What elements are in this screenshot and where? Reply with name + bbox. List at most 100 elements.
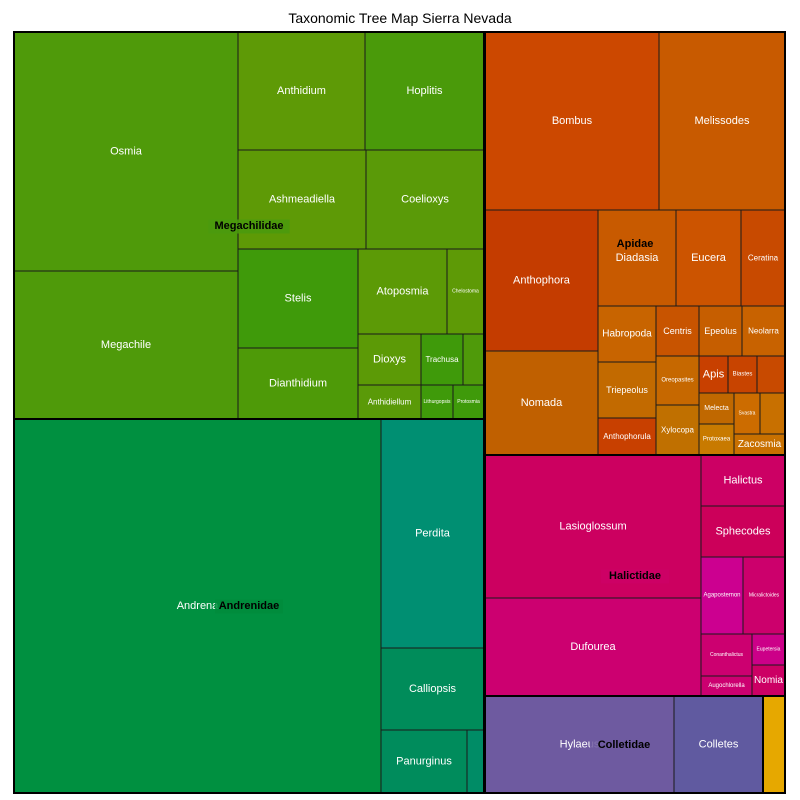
genus-tile-calliopsis: [380, 647, 485, 731]
genus-label-dioxys: Dioxys: [373, 354, 407, 366]
family-group-unnamed-5: [762, 695, 786, 794]
genus-label-svastra: Svastra: [739, 411, 756, 417]
genus-tile-habropoda: [597, 305, 657, 363]
genus-label-hoplitis: Hoplitis: [406, 85, 443, 97]
genus-tile-unlabeled-0-12: [462, 333, 485, 386]
genus-label-neolarra: Neolarra: [748, 327, 779, 336]
genus-tile-anthophora: [484, 209, 599, 352]
genus-tile-unlabeled-5-0: [762, 695, 786, 794]
genus-label-anthophora: Anthophora: [513, 275, 571, 287]
family-label-megachilidae: Megachilidae: [214, 220, 283, 232]
chart-title: Taxonomic Tree Map Sierra Nevada: [288, 10, 512, 26]
genus-label-sphecodes: Sphecodes: [715, 526, 771, 538]
genus-label-agapostemon: Agapostemon: [703, 593, 740, 599]
genus-label-atoposmia: Atoposmia: [377, 286, 430, 298]
genus-tile-lithurgopsis: [420, 384, 454, 420]
genus-tile-melissodes: [658, 31, 786, 211]
genus-tile-colletes: [673, 695, 764, 794]
genus-tile-atoposmia: [357, 248, 448, 335]
genus-tile-unlabeled-2-4: [466, 729, 485, 794]
genus-tile-triepeolus: [597, 361, 657, 419]
genus-label-biastes: Biastes: [733, 372, 753, 378]
genus-tile-bombus: [484, 31, 660, 211]
genus-label-bombus: Bombus: [552, 115, 593, 127]
genus-tile-epeolus: [698, 305, 743, 357]
genus-tile-agapostemon: [700, 556, 744, 635]
genus-label-eupetersia: Eupetersia: [757, 647, 781, 653]
family-border-unnamed-5: [762, 695, 786, 794]
genus-label-melissodes: Melissodes: [694, 115, 750, 127]
genus-tile-chelostoma: [446, 248, 485, 335]
genus-label-xylocopa: Xylocopa: [661, 426, 694, 435]
genus-tile-micralictoides: [742, 556, 786, 635]
genus-label-dianthidium: Dianthidium: [269, 378, 327, 390]
family-label-halictidae: Halictidae: [609, 570, 661, 582]
genus-label-megachile: Megachile: [101, 339, 151, 351]
genus-label-anthidium: Anthidium: [277, 85, 326, 97]
family-group-megachilidae: Osmia Megachile Anthidium Hoplitis Ashmeadie…: [13, 31, 485, 420]
genus-label-melecta: Melecta: [704, 405, 729, 412]
genus-label-nomada: Nomada: [521, 397, 563, 409]
genus-label-trachusa: Trachusa: [425, 355, 459, 364]
genus-label-oreopasites: Oreopasites: [661, 378, 693, 384]
genus-tile-nomia: [751, 664, 786, 697]
genus-tile-dioxys: [357, 333, 422, 386]
genus-label-lasioglossum: Lasioglossum: [559, 521, 626, 533]
genus-label-anthidiellum: Anthidiellum: [368, 398, 412, 407]
genus-tile-dufourea: [484, 597, 702, 697]
family-label-bg-colletidae: [590, 738, 658, 753]
genus-label-calliopsis: Calliopsis: [409, 683, 457, 695]
genus-tile-coelioxys: [365, 149, 485, 250]
genus-label-diadasia: Diadasia: [616, 252, 660, 264]
genus-tile-nomada: [484, 350, 599, 456]
genus-tile-conanthalictus: [700, 633, 753, 677]
genus-label-halictus: Halictus: [723, 475, 763, 487]
genus-label-perdita: Perdita: [415, 528, 451, 540]
genus-label-protoxaea: Protoxaea: [703, 437, 731, 443]
family-group-halictidae: Lasioglossum Dufourea Halictus Sphecodes Aga…: [484, 454, 786, 697]
family-label-bg-megachilidae: [208, 219, 290, 234]
family-label-bg-andrenidae: [215, 599, 283, 614]
genus-label-epeolus: Epeolus: [704, 326, 737, 336]
family-label-bg-apidae: [614, 237, 656, 252]
genus-tile-trachusa: [420, 333, 464, 386]
genus-label-centris: Centris: [663, 326, 692, 336]
genus-tile-unlabeled-1-20: [759, 392, 786, 435]
genus-label-panurginus: Panurginus: [396, 756, 452, 768]
genus-label-eucera: Eucera: [691, 252, 727, 264]
genus-tile-hoplitis: [364, 31, 485, 151]
genus-tile-diadasia: [597, 209, 677, 307]
genus-label-chelostoma: Chelostoma: [452, 289, 479, 295]
genus-label-anthophorula: Anthophorula: [603, 432, 651, 441]
genus-tile-neolarra: [741, 305, 786, 357]
genus-tile-stelis: [237, 248, 359, 349]
genus-label-colletes: Colletes: [699, 739, 739, 751]
genus-tile-xylocopa: [655, 404, 700, 456]
genus-tile-unlabeled-1-17: [756, 355, 786, 394]
family-label-andrenidae: Andrenidae: [219, 600, 280, 612]
genus-tile-panurginus: [380, 729, 468, 794]
genus-label-hylaeus: Hylaeus: [560, 739, 600, 751]
genus-label-ashmeadiella: Ashmeadiella: [269, 194, 336, 206]
genus-tile-dianthidium: [237, 347, 359, 420]
genus-label-andrena: Andrena: [177, 600, 219, 612]
family-label-apidae: Apidae: [617, 238, 654, 250]
genus-label-conanthalictus: Conanthalictus: [710, 652, 744, 658]
genus-tile-ceratina: [740, 209, 786, 307]
genus-label-nomia: Nomia: [754, 675, 783, 686]
genus-tile-sphecodes: [700, 505, 786, 558]
genus-label-osmia: Osmia: [110, 146, 143, 158]
family-group-colletidae: Hylaeus Colletes: [484, 695, 764, 794]
genus-label-stelis: Stelis: [285, 293, 312, 305]
genus-label-triepeolus: Triepeolus: [606, 385, 648, 395]
genus-label-lithurgopsis: Lithurgopsis: [424, 399, 451, 405]
genus-label-coelioxys: Coelioxys: [401, 194, 449, 206]
genus-tile-centris: [655, 305, 700, 357]
genus-label-ceratina: Ceratina: [748, 254, 779, 263]
family-label-colletidae: Colletidae: [598, 739, 651, 751]
genus-label-habropoda: Habropoda: [602, 329, 652, 340]
genus-label-micralictoides: Micralictoides: [749, 593, 780, 599]
family-group-andrenidae: Andrena Perdita Calliopsis Panurginus: [13, 418, 485, 794]
family-group-apidae: Bombus Melissodes Anthophora Nomada Diadasia…: [484, 31, 786, 456]
